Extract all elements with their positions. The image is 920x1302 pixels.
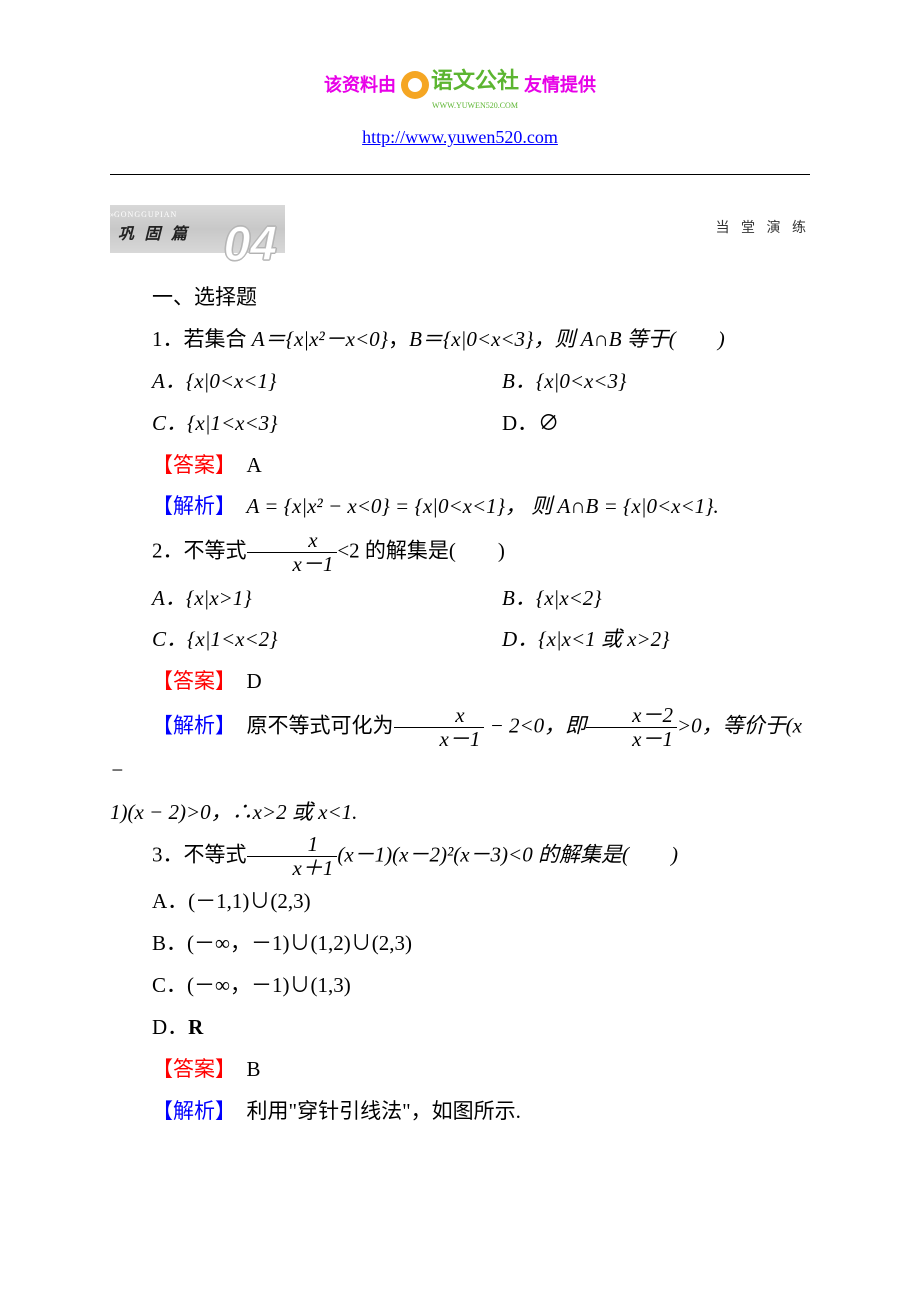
credit-prefix: 该资料由 <box>324 68 396 102</box>
q1-opt-b: B．{x|0<x<3} <box>460 362 810 402</box>
q2-opt-d: D．{x|x<1 或 x>2} <box>460 620 810 660</box>
q2-frac-num: x <box>247 529 338 553</box>
badge-number: 04 <box>224 199 277 290</box>
q2-exp-frac1: xx－1 <box>394 704 485 751</box>
q1-stem-post: ，则 A∩B 等于( ) <box>533 327 724 351</box>
header-divider <box>110 174 810 175</box>
explain-label: 【解析】 <box>152 714 226 738</box>
q2-frac-den: x－1 <box>247 553 338 576</box>
q3-stem-post: (x－1)(x－2)²(x－3)<0 的解集是( ) <box>337 843 678 867</box>
q2-opt-c: C．{x|1<x<2} <box>110 620 460 660</box>
q2-exp-f2n: x－2 <box>586 704 677 728</box>
site-url[interactable]: http://www.yuwen520.com <box>0 120 920 154</box>
q1-stem-pre: 1．若集合 <box>152 327 252 351</box>
q1-opt-a: A．{x|0<x<1} <box>110 362 460 402</box>
q1-stem: 1．若集合 A＝{x|x²－x<0}，B＝{x|0<x<3}，则 A∩B 等于(… <box>110 320 810 360</box>
q2-answer: 【答案】 D <box>110 662 810 702</box>
credit-suffix: 友情提供 <box>524 68 596 102</box>
q2-opt-a: A．{x|x>1} <box>110 579 460 619</box>
q2-stem-pre: 2．不等式 <box>152 539 247 563</box>
q1-choices-row1: A．{x|0<x<1} B．{x|0<x<3} <box>110 362 810 402</box>
badge-pinyin: GONGGUPIAN <box>114 207 177 222</box>
explain-label: 【解析】 <box>152 1099 226 1123</box>
page-header: 该资料由 语文公社 WWW.YUWEN520.COM 友情提供 http://w… <box>0 0 920 154</box>
q3-stem: 3．不等式1x＋1(x－1)(x－2)²(x－3)<0 的解集是( ) <box>110 833 810 880</box>
logo-swirl-icon <box>401 71 429 99</box>
q2-exp-pre: 原不等式可化为 <box>247 714 394 738</box>
answer-label: 【答案】 <box>152 669 226 693</box>
section-header: » GONGGUPIAN 巩 固 篇 04 当 堂 演 练 <box>0 205 920 253</box>
badge-label: 巩 固 篇 <box>118 220 190 250</box>
q2-explain-line1: 【解析】 原不等式可化为xx－1 − 2<0，即x－2x－1>0，等价于(x − <box>110 704 810 791</box>
q2-exp-f1n: x <box>394 704 485 728</box>
header-credit: 该资料由 语文公社 WWW.YUWEN520.COM 友情提供 <box>0 60 920 110</box>
section-badge: » GONGGUPIAN 巩 固 篇 04 <box>110 205 285 253</box>
q1-opt-d: D．∅ <box>460 404 810 444</box>
q2-fraction: xx－1 <box>247 529 338 576</box>
logo-text: 语文公社 <box>431 68 519 93</box>
q2-opt-b: B．{x|x<2} <box>460 579 810 619</box>
content-area: 一、选择题 1．若集合 A＝{x|x²－x<0}，B＝{x|0<x<3}，则 A… <box>0 278 920 1132</box>
q1-opt-c: C．{x|1<x<3} <box>110 404 460 444</box>
explain-label: 【解析】 <box>152 494 226 518</box>
q3-frac-num: 1 <box>247 833 338 857</box>
q1-answer: 【答案】 A <box>110 446 810 486</box>
q1-set-b: B＝{x|0<x<3} <box>409 327 533 351</box>
site-logo: 语文公社 WWW.YUWEN520.COM <box>401 60 519 110</box>
q3-answer-value: B <box>247 1057 261 1081</box>
q3-frac-den: x＋1 <box>247 857 338 880</box>
q1-set-a: A＝{x|x²－x<0} <box>252 327 388 351</box>
q3-explain-text: 利用"穿针引线法"，如图所示. <box>247 1099 521 1123</box>
q2-exp-frac2: x－2x－1 <box>586 704 677 751</box>
answer-label: 【答案】 <box>152 1057 226 1081</box>
q2-stem: 2．不等式xx－1<2 的解集是( ) <box>110 529 810 576</box>
logo-subtext: WWW.YUWEN520.COM <box>431 102 519 110</box>
q2-exp-mid1: − 2<0，即 <box>484 714 586 738</box>
q3-optd-bold: R <box>188 1015 203 1039</box>
q3-optd-pre: D． <box>152 1015 188 1039</box>
section-heading: 一、选择题 <box>110 278 810 318</box>
q3-opt-b: B．(－∞，－1)∪(1,2)∪(2,3) <box>110 924 810 964</box>
q3-opt-c: C．(－∞，－1)∪(1,3) <box>110 966 810 1006</box>
q3-opt-a: A．(－1,1)∪(2,3) <box>110 882 810 922</box>
q3-answer: 【答案】 B <box>110 1050 810 1090</box>
q1-choices-row2: C．{x|1<x<3} D．∅ <box>110 404 810 444</box>
answer-label: 【答案】 <box>152 453 226 477</box>
q2-exp-f2d: x－1 <box>586 728 677 751</box>
q3-stem-pre: 3．不等式 <box>152 843 247 867</box>
q1-answer-value: A <box>247 453 262 477</box>
q1-explain: 【解析】 A = {x|x² − x<0} = {x|0<x<1}， 则 A∩B… <box>110 487 810 527</box>
q2-explain-line2: 1)(x − 2)>0，∴x>2 或 x<1. <box>110 793 810 833</box>
q2-choices-row2: C．{x|1<x<2} D．{x|x<1 或 x>2} <box>110 620 810 660</box>
section-right-label: 当 堂 演 练 <box>716 216 811 243</box>
q2-answer-value: D <box>247 669 262 693</box>
q3-opt-d: D．R <box>110 1008 810 1048</box>
q1-stem-mid: ， <box>388 327 409 351</box>
q3-explain: 【解析】 利用"穿针引线法"，如图所示. <box>110 1092 810 1132</box>
q1-explain-text: A = {x|x² − x<0} = {x|0<x<1}， 则 A∩B = {x… <box>247 494 719 518</box>
q2-stem-post: <2 的解集是( ) <box>337 539 505 563</box>
q3-fraction: 1x＋1 <box>247 833 338 880</box>
q2-exp-f1d: x－1 <box>394 728 485 751</box>
q2-choices-row1: A．{x|x>1} B．{x|x<2} <box>110 579 810 619</box>
